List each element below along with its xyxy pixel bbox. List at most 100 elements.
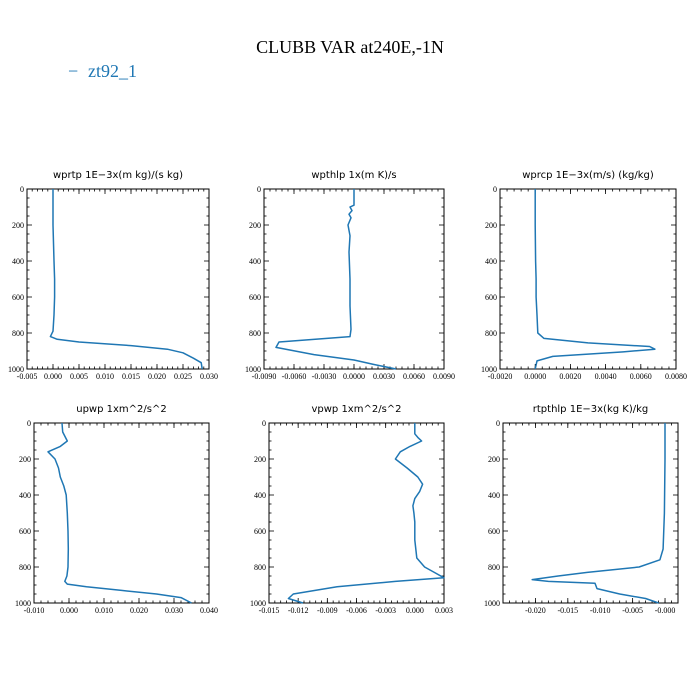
plot-frame [263, 188, 445, 370]
legend-label: zt92_1 [88, 61, 137, 81]
y-tick-label: 400 [488, 491, 500, 500]
legend-line-symbol: − [68, 61, 78, 81]
y-tick-label: 1000 [15, 599, 31, 608]
series-line [287, 423, 445, 604]
x-tick-label: 0.0000 [524, 372, 546, 381]
y-tick-label: 0 [20, 185, 24, 194]
legend: − zt92_1 [68, 61, 137, 81]
x-tick-label: -0.0030 [312, 372, 337, 381]
y-tick-label: 0 [493, 185, 497, 194]
y-tick-label: 200 [488, 455, 500, 464]
plot-frame [33, 422, 210, 604]
x-tick-label: 0.000 [44, 372, 62, 381]
y-tick-label: 800 [254, 563, 266, 572]
y-tick-label: 200 [249, 221, 261, 230]
plot-frame [502, 422, 679, 604]
y-tick-label: 400 [12, 257, 24, 266]
y-tick-label: 0 [496, 419, 500, 428]
series-line [49, 189, 203, 370]
series-line [275, 189, 397, 370]
y-tick-label: 600 [19, 527, 31, 536]
x-tick-label: 0.0090 [433, 372, 455, 381]
x-tick-label: 0.000 [406, 606, 424, 615]
y-tick-label: 400 [19, 491, 31, 500]
y-tick-label: 0 [27, 419, 31, 428]
panel-title: vpwp 1xm^2/s^2 [311, 404, 401, 415]
y-tick-label: 1000 [250, 599, 266, 608]
x-tick-label: -0.010 [590, 606, 611, 615]
plot-frame [268, 422, 445, 604]
x-tick-label: 0.040 [200, 606, 218, 615]
y-tick-label: 600 [254, 527, 266, 536]
x-tick-label: 0.000 [60, 606, 78, 615]
x-tick-label: -0.000 [655, 606, 676, 615]
x-tick-label: 0.025 [174, 372, 192, 381]
y-tick-label: 1000 [481, 365, 497, 374]
panel-title: upwp 1xm^2/s^2 [76, 404, 166, 415]
x-tick-label: 0.015 [122, 372, 140, 381]
x-tick-label: 0.030 [200, 372, 218, 381]
x-tick-label: -0.0020 [488, 372, 513, 381]
figure-title: CLUBB VAR at240E,-1N [256, 37, 444, 57]
panels: wprtp 1E−3x(m kg)/(s kg) 0 200 400 600 800 100… [8, 170, 687, 615]
y-tick-label: 200 [19, 455, 31, 464]
x-tick-label: -0.006 [346, 606, 367, 615]
x-tick-label: 0.020 [130, 606, 148, 615]
y-tick-label: 1000 [245, 365, 261, 374]
y-tick-label: 800 [249, 329, 261, 338]
x-tick-label: 0.030 [165, 606, 183, 615]
y-tick-label: 600 [485, 293, 497, 302]
x-tick-label: 0.0000 [343, 372, 365, 381]
series-line [47, 422, 192, 604]
series-line [531, 423, 666, 604]
x-tick-label: -0.0060 [282, 372, 307, 381]
y-tick-label: 200 [12, 221, 24, 230]
x-tick-label: 0.005 [70, 372, 88, 381]
x-tick-label: -0.009 [317, 606, 338, 615]
panel-6: rtpthlp 1E−3x(kg K)/kg 0 200 400 600 800 1000 -… [484, 404, 679, 615]
x-tick-label: -0.015 [557, 606, 578, 615]
panel-4: upwp 1xm^2/s^2 0 200 400 600 800 1000-0.010 0.0… [15, 404, 218, 615]
y-tick-label: 800 [12, 329, 24, 338]
y-tick-label: 200 [485, 221, 497, 230]
x-tick-label: 0.0080 [665, 372, 687, 381]
y-tick-label: 800 [19, 563, 31, 572]
y-tick-label: 400 [249, 257, 261, 266]
x-tick-label: 0.0040 [595, 372, 617, 381]
panel-title: rtpthlp 1E−3x(kg K)/kg [533, 404, 648, 415]
x-tick-label: -0.010 [24, 606, 45, 615]
x-tick-label: -0.015 [259, 606, 280, 615]
panel-title: wpthlp 1x(m K)/s [311, 170, 396, 181]
panel-3: wprcp 1E−3x(m/s) (kg/kg) 0 200 400 600 800 100… [481, 170, 687, 381]
x-tick-label: 0.010 [96, 372, 114, 381]
x-tick-label: -0.005 [17, 372, 38, 381]
x-tick-label: -0.003 [375, 606, 396, 615]
y-tick-label: 200 [254, 455, 266, 464]
plot-frame [499, 188, 677, 370]
panel-title: wprcp 1E−3x(m/s) (kg/kg) [522, 170, 654, 181]
y-tick-label: 800 [485, 329, 497, 338]
y-tick-label: 800 [488, 563, 500, 572]
y-tick-label: 600 [12, 293, 24, 302]
y-tick-label: 1000 [8, 365, 24, 374]
x-tick-label: 0.020 [148, 372, 166, 381]
series-line [534, 189, 656, 370]
x-tick-label: -0.020 [525, 606, 546, 615]
x-tick-label: -0.005 [622, 606, 643, 615]
y-tick-label: 600 [249, 293, 261, 302]
x-tick-label: 0.0020 [559, 372, 581, 381]
x-tick-label: 0.003 [435, 606, 453, 615]
y-tick-label: 400 [485, 257, 497, 266]
x-tick-label: 0.010 [95, 606, 113, 615]
y-tick-label: 0 [262, 419, 266, 428]
panel-title: wprtp 1E−3x(m kg)/(s kg) [53, 170, 183, 181]
y-tick-label: 1000 [484, 599, 500, 608]
x-tick-label: 0.0030 [373, 372, 395, 381]
x-tick-label: -0.012 [288, 606, 309, 615]
x-tick-label: 0.0060 [630, 372, 652, 381]
y-tick-label: 600 [488, 527, 500, 536]
x-tick-label: 0.0060 [403, 372, 425, 381]
panel-2: wpthlp 1x(m K)/s 0 200 400 600 800 1000-0.0090… [245, 170, 455, 381]
y-tick-label: 0 [257, 185, 261, 194]
